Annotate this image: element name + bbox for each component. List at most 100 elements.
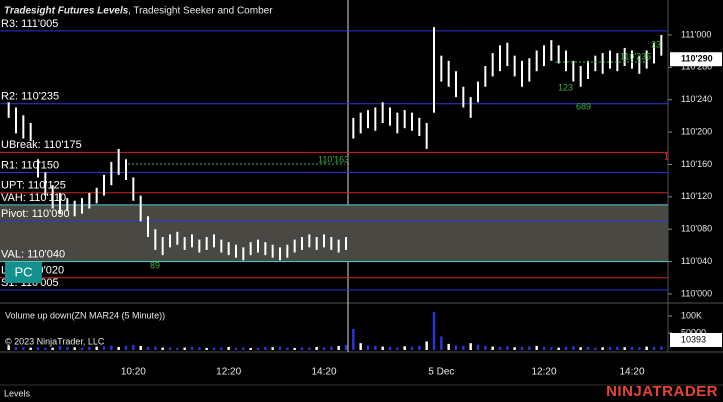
volume-bar [484, 345, 487, 350]
volume-bar [557, 347, 560, 350]
volume-bar [110, 345, 113, 350]
last-volume-label: 10393 [681, 334, 706, 344]
volume-bar [29, 347, 32, 350]
volume-bar [176, 347, 179, 350]
volume-bar [102, 346, 106, 350]
annotation: 23 [651, 39, 661, 49]
copyright: © 2023 NinjaTrader, LLC [5, 336, 105, 346]
price-bars [7, 27, 663, 261]
last-price-label: 110'290 [681, 54, 713, 64]
volume-bar [117, 346, 120, 350]
volume-bar [645, 346, 648, 350]
volume-bar [264, 346, 267, 350]
volume-bar [256, 347, 260, 350]
volume-bar [513, 347, 516, 350]
y-tick-label: 110'040 [681, 256, 712, 266]
volume-bar [198, 347, 201, 350]
level-label: UBreak: 110'175 [1, 139, 82, 151]
volume-bar [139, 345, 142, 350]
volume-bar [535, 345, 538, 350]
volume-bar [381, 346, 384, 350]
volume-bar [234, 347, 238, 350]
level-label: R2: 110'235 [1, 91, 59, 103]
y-tick-label: 100K [681, 310, 702, 320]
annotation: 1 [664, 151, 669, 161]
volume-bar [396, 347, 399, 350]
volume-bar [315, 346, 318, 350]
volume-bar [146, 346, 150, 350]
pc-button[interactable]: PC [5, 262, 42, 283]
volume-bar [594, 347, 597, 350]
y-tick-label: 110'200 [681, 126, 712, 136]
volume-bar [80, 347, 84, 350]
pc-button-label[interactable]: PC [14, 264, 32, 279]
volume-bar [608, 346, 612, 350]
indicator-title: Tradesight Futures Levels [4, 6, 129, 17]
y-tick-label: 50000 [681, 327, 706, 337]
volume-bar [161, 347, 164, 350]
level-label: Pivot: 110'090 [1, 208, 70, 220]
volume-bar [154, 346, 157, 350]
volume-bar [322, 347, 326, 350]
volume-bar [652, 346, 656, 350]
volume-bar [476, 344, 480, 350]
volume-title: Volume up down(ZN MAR24 (5 Minute)) [5, 310, 165, 320]
y-tick-label: 110'280 [681, 62, 712, 72]
y-tick-label: 110'120 [681, 191, 712, 201]
volume-bar [58, 345, 62, 350]
volume-bar [352, 328, 355, 350]
volume-bar [51, 347, 54, 350]
annotation: 689 [576, 101, 591, 111]
volume-bar [660, 346, 663, 350]
volume-bar [579, 347, 582, 350]
volume-bar [491, 346, 494, 350]
volume-bar [212, 347, 216, 350]
volume-bar [374, 345, 377, 350]
volume-bar [249, 347, 252, 350]
level-label: R3: 111'005 [1, 18, 58, 30]
volume-bar [638, 347, 641, 350]
volume-bar [132, 344, 135, 350]
value-area [0, 204, 668, 262]
volume-bar [586, 346, 590, 350]
volume-bar [403, 346, 406, 350]
x-tick-label: 12:20 [216, 367, 241, 378]
y-tick-label: 110'080 [681, 224, 712, 234]
annotation: 89 [150, 260, 160, 270]
volume-bar [271, 347, 274, 350]
x-tick-label: 14:20 [311, 367, 336, 378]
volume-bar [440, 336, 443, 350]
volume-bar [337, 345, 340, 350]
volume-bar [454, 345, 458, 350]
y-tick-label: 111'000 [681, 29, 711, 39]
annotation: 123 [558, 82, 573, 92]
pc-button-bg[interactable] [5, 262, 42, 283]
volume-bar [190, 346, 194, 350]
x-tick-label: 10:20 [121, 367, 146, 378]
levels: R3: 111'005 R2: 110'235 UBreak: 110'175 R1:… [0, 18, 668, 291]
volume-bar [286, 347, 289, 350]
volume-bar [14, 346, 18, 350]
volume-bar [278, 346, 282, 350]
volume-bar [44, 347, 47, 350]
volume-bar [520, 346, 524, 350]
annotation: 110'235 [620, 51, 651, 61]
volume-bar [410, 346, 414, 350]
y-tick-label: 110'000 [681, 288, 712, 298]
x-tick-label: 5 Dec [428, 367, 454, 378]
volume-bars [7, 311, 663, 350]
volume-bar [73, 347, 76, 350]
volume-bar [168, 347, 172, 350]
volume-bar [550, 347, 553, 350]
volume-bar [7, 345, 10, 350]
volume-bar [630, 346, 634, 350]
volume-bar [359, 343, 362, 350]
volume-bar [542, 346, 546, 350]
volume-bar [447, 343, 450, 350]
indicator-subtitle: , Tradesight Seeker and Comber [128, 6, 273, 17]
volume-bar [366, 345, 370, 350]
